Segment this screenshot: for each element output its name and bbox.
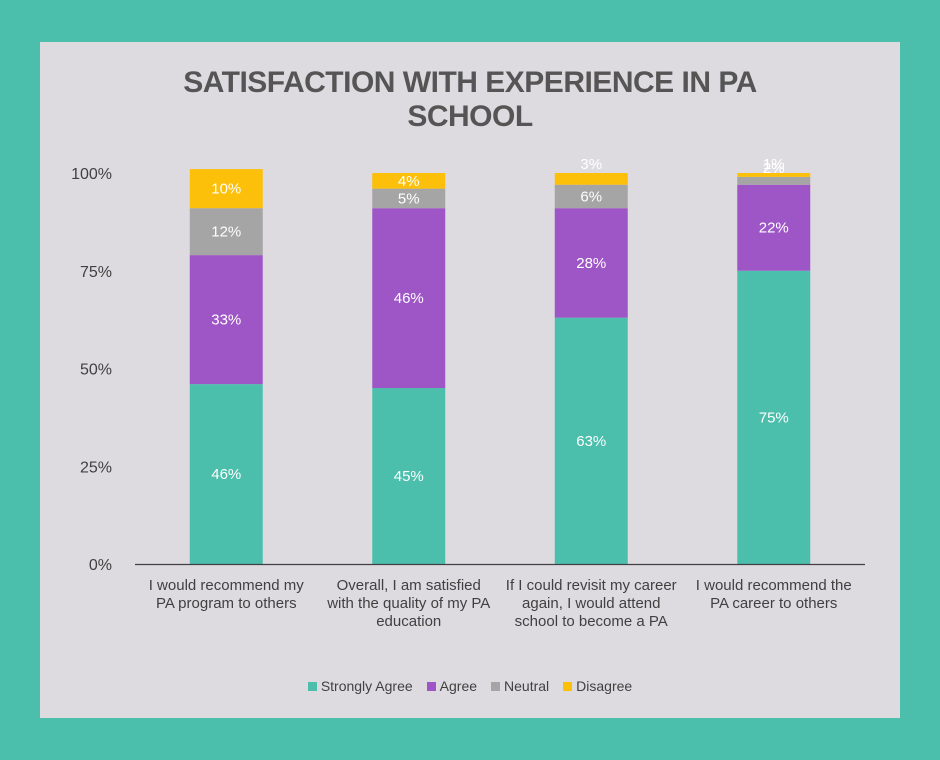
bar-agree [737, 184, 811, 271]
x-category-label: education [376, 613, 441, 630]
data-label-strongly-agree: 63% [576, 433, 606, 450]
bar-agree [554, 208, 628, 318]
bar-neutral [554, 184, 628, 209]
y-tick-label: 25% [80, 459, 112, 476]
data-label-disagree: 1% [763, 156, 785, 173]
data-label-strongly-agree: 46% [211, 466, 241, 483]
bar-strongly-agree [737, 270, 811, 564]
legend-label-strongly-agree: Strongly Agree [320, 678, 413, 694]
stacked-bar-chart: 0% 25% 50% 75% 100% 46% 33% 12% 10% I would recom… [71, 156, 865, 630]
bar-agree [189, 255, 263, 385]
x-category-label: I would recommend my [149, 577, 305, 594]
x-category-label: PA program to others [156, 595, 297, 612]
bar-neutral [737, 176, 811, 185]
chart-panel: SATISFACTION WITH EXPERIENCE IN PA SCHOO… [40, 42, 900, 718]
data-label-disagree: 10% [211, 181, 241, 198]
chart-title: SATISFACTION WITH EXPERIENCE IN PA SCHOO… [40, 66, 900, 134]
y-tick-label: 75% [80, 264, 112, 281]
data-label-strongly-agree: 45% [394, 468, 424, 485]
legend-label-agree: Agree [439, 678, 478, 694]
data-label-neutral: 12% [211, 224, 241, 241]
y-tick-label: 50% [80, 362, 112, 379]
x-category-label: school to become a PA [515, 613, 668, 630]
bar-neutral [189, 208, 263, 256]
x-category-label: Overall, I am satisfied [337, 577, 481, 594]
bar-strongly-agree [372, 388, 446, 564]
data-label-neutral: 5% [398, 190, 420, 207]
bar-disagree [372, 173, 446, 189]
legend-item-disagree: Disagree [563, 678, 632, 694]
x-category-label: PA career to others [710, 595, 837, 612]
x-category-label: with the quality of my PA [326, 595, 490, 612]
bar-disagree [554, 173, 628, 185]
bar-strongly-agree [554, 317, 628, 564]
legend: Strongly Agree Agree Neutral Disagree [40, 678, 900, 694]
data-label-disagree: 3% [580, 156, 602, 173]
legend-swatch-neutral [491, 681, 501, 691]
x-category-label: If I could revisit my career [506, 577, 677, 594]
legend-swatch-disagree [563, 681, 573, 691]
data-label-neutral: 2% [763, 160, 785, 177]
legend-item-agree: Agree [426, 678, 478, 694]
chart-title-line-2: SCHOOL [407, 100, 533, 133]
data-label-neutral: 6% [580, 188, 602, 205]
y-tick-label: 100% [71, 166, 112, 183]
bar-agree [372, 208, 446, 389]
legend-label-neutral: Neutral [504, 678, 550, 694]
bar-neutral [372, 188, 446, 209]
x-category-label: again, I would attend [522, 595, 660, 612]
bar-disagree [189, 169, 263, 209]
legend-label-disagree: Disagree [576, 678, 633, 694]
legend-item-strongly-agree: Strongly Agree [307, 678, 413, 694]
legend-swatch-strongly-agree [307, 681, 317, 691]
data-label-agree: 46% [394, 290, 424, 307]
legend-swatch-agree [426, 681, 436, 691]
bar-strongly-agree [189, 384, 263, 564]
chart-title-line-1: SATISFACTION WITH EXPERIENCE IN PA [183, 66, 757, 99]
y-tick-label: 0% [89, 557, 112, 574]
x-category-label: I would recommend the [696, 577, 852, 594]
data-label-disagree: 4% [398, 173, 420, 190]
data-label-agree: 33% [211, 312, 241, 329]
data-label-strongly-agree: 75% [759, 409, 789, 426]
bar-disagree [737, 173, 811, 177]
data-label-agree: 28% [576, 255, 606, 272]
data-label-agree: 22% [759, 220, 789, 237]
legend-item-neutral: Neutral [491, 678, 549, 694]
